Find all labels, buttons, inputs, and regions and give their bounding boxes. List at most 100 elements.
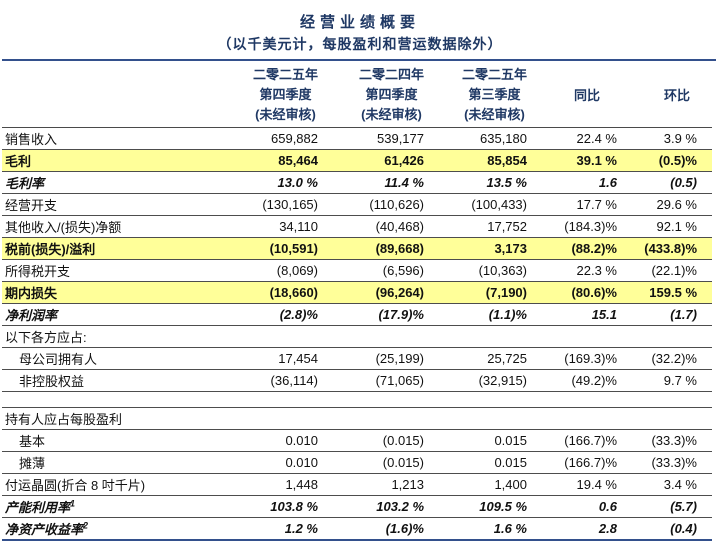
footnote-marker: 2 [83,520,89,531]
column-header-block: 二零二四年 第四季度 (未经审核) [359,65,424,125]
table-row: 销售收入 659,882 539,177 635,180 22.4 % 3.9 % [2,127,712,150]
column-header-q4-2024: 二零二四年 第四季度 (未经审核) [318,61,424,128]
cell-value: (0.015) [318,451,424,474]
table-row: 产能利用率1 103.8 % 103.2 % 109.5 % 0.6 (5.7) [2,495,712,518]
cell-value: (80.6)% [527,281,617,304]
cell-value: 1.2 % [212,517,318,541]
cell-value [424,325,527,348]
table-row: 期内损失 (18,660) (96,264) (7,190) (80.6)% 159.5 … [2,281,712,304]
row-label: 母公司拥有人 [2,347,212,370]
cell-value: (2.8)% [212,303,318,326]
table-row: 摊薄 0.010 (0.015) 0.015 (166.7)% (33.3)% [2,451,712,474]
cell-value: (88.2)% [527,237,617,260]
column-header-block: 二零二五年 第四季度 (未经审核) [253,65,318,125]
cell-value: (1.6)% [318,517,424,541]
table-row: 母公司拥有人 17,454 (25,199) 25,725 (169.3)% (32.2)… [2,347,712,370]
cell-value: (71,065) [318,369,424,392]
cell-value: 159.5 % [617,281,712,304]
cell-value: (17.9)% [318,303,424,326]
table-body: 销售收入 659,882 539,177 635,180 22.4 % 3.9 % 毛利 85… [2,127,712,541]
row-spacer [2,391,712,408]
row-label: 以下各方应占: [2,325,212,348]
row-label: 销售收入 [2,127,212,150]
cell-value [212,407,318,430]
cell-value: (96,264) [318,281,424,304]
cell-value [617,325,712,348]
table-row: 净利润率 (2.8)% (17.9)% (1.1)% 15.1 (1.7) [2,303,712,326]
row-label: 净资产收益率2 [2,517,212,541]
cell-value: 0.015 [424,451,527,474]
cell-value: (10,591) [212,237,318,260]
header-line-unaudited: (未经审核) [361,107,422,122]
column-header-qoq: 环比 [617,61,712,128]
cell-value: 635,180 [424,127,527,150]
cell-value: 0.015 [424,429,527,452]
cell-value: (433.8)% [617,237,712,260]
cell-value: 2.8 [527,517,617,541]
cell-value: 92.1 % [617,215,712,238]
row-label: 其他收入/(损失)净额 [2,215,212,238]
cell-value: (184.3)% [527,215,617,238]
cell-value: (36,114) [212,369,318,392]
row-label: 净利润率 [2,303,212,326]
table-row: 经营开支 (130,165) (110,626) (100,433) 17.7 % 29.… [2,193,712,216]
row-label: 毛利率 [2,171,212,194]
column-header-q4-2025: 二零二五年 第四季度 (未经审核) [212,61,318,128]
cell-value: 85,464 [212,149,318,172]
header-line-unaudited: (未经审核) [464,107,525,122]
cell-value: 22.3 % [527,259,617,282]
cell-value: 0.6 [527,495,617,518]
cell-value: 9.7 % [617,369,712,392]
cell-value: (6,596) [318,259,424,282]
cell-value: (130,165) [212,193,318,216]
column-header-label [2,61,212,128]
cell-value: (0.5) [617,171,712,194]
header-row: 二零二五年 第四季度 (未经审核) 二零二四年 第四季度 (未经审核) 二零二五… [2,61,712,128]
cell-value: 0.010 [212,451,318,474]
table-row: 以下各方应占: [2,325,712,348]
cell-value: (0.4) [617,517,712,541]
cell-value [318,325,424,348]
cell-value [527,325,617,348]
cell-value: 85,854 [424,149,527,172]
column-header-q3-2025: 二零二五年 第三季度 (未经审核) [424,61,527,128]
row-label: 付运晶圆(折合 8 吋千片) [2,473,212,496]
row-label: 产能利用率1 [2,495,212,518]
header-line-quarter: 第四季度 [365,87,418,102]
table-row: 持有人应占每股盈利 [2,407,712,430]
cell-value: (33.3)% [617,429,712,452]
cell-value: 1.6 % [424,517,527,541]
cell-value: 1.6 [527,171,617,194]
cell-value: 13.0 % [212,171,318,194]
cell-value: 103.8 % [212,495,318,518]
cell-value: 3,173 [424,237,527,260]
cell-value: 1,400 [424,473,527,496]
cell-value: (166.7)% [527,451,617,474]
cell-value [424,407,527,430]
header-rule [2,59,716,61]
cell-value: 22.4 % [527,127,617,150]
cell-value: 539,177 [318,127,424,150]
cell-value: 0.010 [212,429,318,452]
row-label: 基本 [2,429,212,452]
table-row: 毛利率 13.0 % 11.4 % 13.5 % 1.6 (0.5) [2,171,712,194]
table-row: 非控股权益 (36,114) (71,065) (32,915) (49.2)% 9.7 … [2,369,712,392]
table-row: 毛利 85,464 61,426 85,854 39.1 % (0.5)% [2,149,712,172]
cell-value: (100,433) [424,193,527,216]
results-table: 二零二五年 第四季度 (未经审核) 二零二四年 第四季度 (未经审核) 二零二五… [2,61,712,541]
cell-value: 39.1 % [527,149,617,172]
page-subtitle: （以千美元计，每股盈利和营运数据除外） [217,36,503,52]
cell-value: 1,213 [318,473,424,496]
cell-value: (0.5)% [617,149,712,172]
cell-value: 17,454 [212,347,318,370]
row-label: 持有人应占每股盈利 [2,407,212,430]
cell-value: (32,915) [424,369,527,392]
cell-value: (25,199) [318,347,424,370]
report-header: 经营业绩概要 （以千美元计，每股盈利和营运数据除外） [0,0,720,56]
table-row: 其他收入/(损失)净额 34,110 (40,468) 17,752 (184.3)% 9… [2,215,712,238]
cell-value: (10,363) [424,259,527,282]
cell-value: 29.6 % [617,193,712,216]
cell-value: 659,882 [212,127,318,150]
row-label: 期内损失 [2,281,212,304]
